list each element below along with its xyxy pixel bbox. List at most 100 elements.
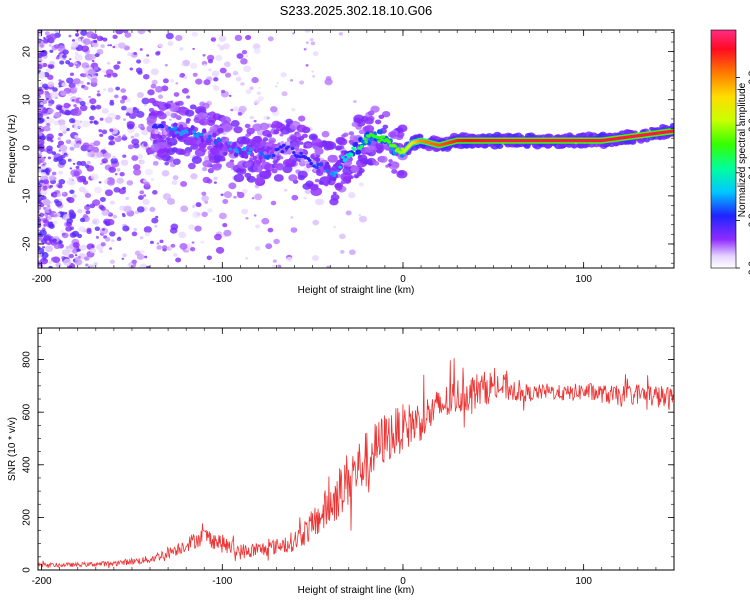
spectrogram-cell	[322, 176, 330, 182]
spectrogram-cell	[358, 182, 364, 187]
spectrogram-cell	[79, 120, 83, 123]
spectrogram-cell	[72, 174, 75, 178]
spectrogram-ridge-peak	[309, 161, 313, 166]
spectrogram-cell	[467, 133, 473, 138]
spectrogram-cell	[78, 225, 86, 232]
spectrogram-cell	[69, 72, 75, 77]
spectrogram-cell	[178, 148, 187, 156]
spectrogram-cell	[126, 180, 134, 186]
spectrogram-cell	[385, 164, 390, 168]
spectrogram-cell	[236, 53, 244, 59]
spectrogram-cell	[59, 109, 64, 114]
spectrogram-cell	[340, 179, 347, 185]
spectrogram-cell	[166, 198, 176, 205]
spectrogram-ridge-peak	[396, 147, 400, 151]
spectrogram-cell	[175, 82, 179, 85]
spectrogram-cell	[169, 79, 175, 83]
spectrogram-cell	[148, 97, 156, 104]
spectrogram-cell	[89, 53, 97, 60]
spectrogram-cell	[296, 124, 307, 133]
spectrogram-cell	[66, 77, 74, 84]
spectrogram-cell	[243, 65, 252, 73]
spectrogram-cell	[38, 89, 44, 95]
spectrogram-cell	[447, 145, 453, 150]
spectrogram-ridge-peak	[196, 132, 201, 136]
spectrogram-cell	[341, 134, 347, 138]
spectrogram-cell	[47, 108, 55, 114]
spectrogram-cell	[213, 176, 218, 181]
spectrogram-ridge-peak	[329, 172, 334, 176]
spectrogram-ridge-cell	[173, 122, 178, 128]
spectrogram-cell	[91, 218, 100, 225]
spectrogram-cell	[41, 108, 48, 114]
spectrogram-cell	[98, 129, 103, 133]
spectrogram-cell	[61, 54, 67, 59]
spectrogram-cell	[127, 52, 133, 57]
spectrogram-cell	[172, 175, 179, 181]
spectrogram-cell	[241, 49, 248, 55]
spectrogram-cell	[197, 112, 208, 120]
spectrogram-cell	[109, 231, 116, 237]
spectrogram-cell	[477, 142, 485, 148]
spectrogram-cell	[74, 54, 83, 62]
snr-y-tick-label: 200	[22, 509, 33, 526]
spectrogram-cell	[112, 72, 118, 78]
spectrogram-cell	[326, 265, 331, 268]
spectrogram-cell	[86, 102, 90, 105]
spectrogram-cell	[86, 229, 92, 234]
spectrogram-cell	[252, 43, 261, 50]
spectrogram-cell	[191, 156, 203, 164]
spectrogram-cell	[39, 145, 43, 148]
spectrogram-cell	[81, 62, 90, 69]
spectrogram-cell	[62, 49, 69, 55]
spectrogram-cell	[38, 247, 45, 254]
spectrogram-cell	[58, 170, 64, 175]
spectrogram-cell	[215, 246, 225, 254]
spectrogram-cell	[113, 43, 120, 49]
spectrogram-cell	[237, 111, 243, 116]
snr-x-tick-label: 100	[575, 576, 592, 587]
spectrogram-cell	[332, 191, 337, 195]
spectrogram-cell	[367, 110, 375, 116]
spectrogram-cell	[236, 191, 245, 199]
spectrogram-cell	[204, 200, 209, 204]
spectrogram-cell	[88, 115, 95, 121]
spectrogram-cell	[146, 115, 157, 124]
spectrogram-cell	[133, 143, 140, 149]
spectrogram-cell	[195, 78, 203, 85]
spectrogram-cell	[103, 147, 106, 150]
spectrogram-cell	[285, 118, 293, 125]
spectrogram-cell	[58, 240, 63, 245]
spectrogram-cell	[136, 110, 145, 118]
spectrogram-cell	[170, 112, 178, 119]
spectrogram-cell	[210, 37, 217, 42]
snr-x-axis-label: Height of straight line (km)	[298, 585, 415, 596]
spectrogram-cell	[66, 218, 74, 224]
spectrogram-cell	[69, 226, 75, 231]
spectrogram-cell	[38, 200, 41, 205]
spectrogram-cell	[289, 135, 298, 141]
spectrogram-cell	[38, 154, 43, 158]
spectrogram-cell	[69, 189, 75, 195]
spectrogram-cell	[375, 142, 385, 150]
spectrogram-cell	[314, 198, 323, 206]
spectrogram-cell	[304, 30, 311, 33]
spectrogram-cell	[285, 123, 291, 127]
spectrogram-cell	[69, 167, 73, 170]
spectrogram-cell	[101, 129, 108, 135]
spectrogram-cell	[179, 47, 184, 51]
spectrogram-ridge-peak	[352, 147, 357, 152]
spectrogram-cell	[98, 249, 104, 254]
spectrogram-cell	[137, 30, 146, 35]
spectrogram-cell	[382, 124, 389, 129]
spectrogram-cell	[122, 134, 126, 138]
spectrogram-cell	[146, 59, 150, 62]
spectrogram-cell	[131, 231, 138, 237]
spectrogram-cell	[79, 80, 84, 85]
spectrogram-cell	[350, 165, 360, 173]
spectrogram-cell	[53, 44, 60, 49]
spectrogram-cell	[207, 59, 214, 64]
spectrogram-cell	[82, 142, 90, 149]
spectrogram-cell	[235, 76, 242, 82]
spectrogram-cell	[290, 216, 294, 219]
